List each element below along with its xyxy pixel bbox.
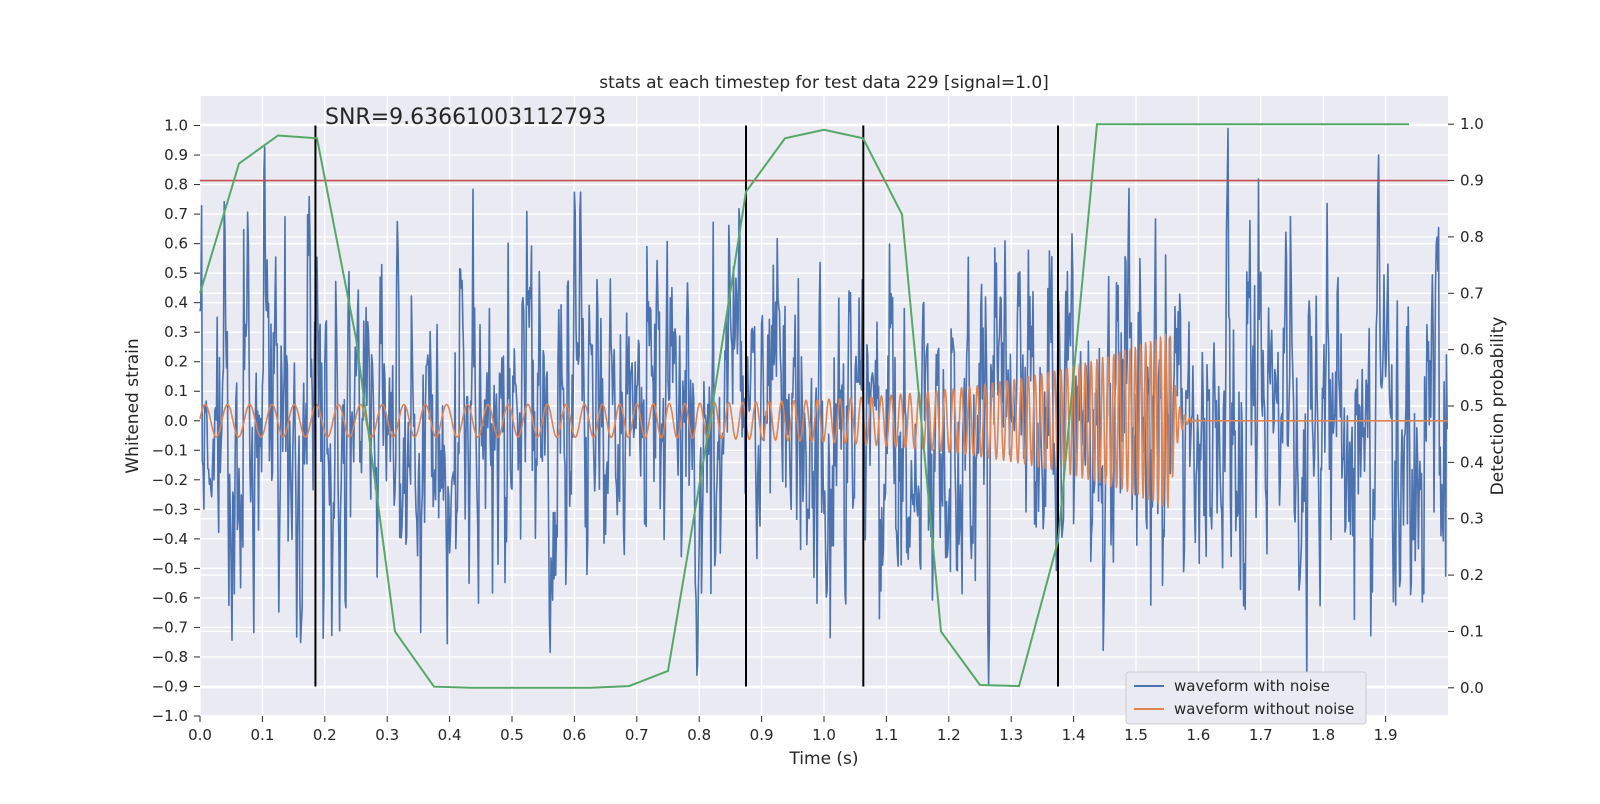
y2-tick-labels: 0.0 0.1 0.2 0.3 0.4 0.5 0.6 0.7 0.8 0.9 1.0 [1448,115,1484,697]
y-tick-label: −0.2 [152,471,188,489]
y2-tick-label: 0.6 [1460,341,1484,359]
y-tick-label: 0.5 [164,264,188,282]
y-tick-label: 0.2 [164,353,188,371]
y2-tick-label: 1.0 [1460,115,1484,133]
x-tick-label: 1.1 [874,726,898,744]
x-tick-label: 0.9 [750,726,774,744]
y-tick-label: 0.4 [164,294,188,312]
y2-tick-label: 0.5 [1460,397,1484,415]
y-tick-label: −0.3 [152,500,188,518]
x-tick-label: 0.2 [313,726,337,744]
series-layer [199,127,1448,686]
y-tick-label: −0.1 [152,441,188,459]
y-tick-label: 0.1 [164,382,188,400]
x-tick-label: 1.4 [1062,726,1086,744]
x-tick-label: 0.0 [188,726,212,744]
y-tick-label: 0.3 [164,323,188,341]
legend-label-waveform-without-noise: waveform without noise [1174,700,1354,718]
x-tick-label: 1.6 [1186,726,1210,744]
y-axis-title: Whitened strain [123,338,143,473]
vertical-markers [314,125,1059,687]
x-tick-label: 1.2 [937,726,961,744]
x-tick-label: 1.3 [999,726,1023,744]
legend-label-waveform-with-noise: waveform with noise [1174,677,1330,695]
x-tick-label: 1.9 [1374,726,1398,744]
y-tick-label: 0.6 [164,235,188,253]
y-tick-label: 0.0 [164,412,188,430]
y-tick-label: −0.6 [152,589,188,607]
x-tick-label: 0.8 [687,726,711,744]
legend-box [1125,671,1367,725]
y2-tick-label: 0.3 [1460,510,1484,528]
x-tick-label: 0.5 [500,726,524,744]
series-line-detection-probability [199,123,1409,689]
x-tick-labels: 0.0 0.1 0.2 0.3 0.4 0.5 0.6 0.7 0.8 0.9 1.0 1.1 1.2 1… [188,716,1398,744]
x-tick-label: 0.6 [562,726,586,744]
y2-tick-label: 0.2 [1460,566,1484,584]
x-tick-label: 1.7 [1249,726,1273,744]
y-tick-label: 0.9 [164,146,188,164]
x-tick-label: 0.3 [375,726,399,744]
y-tick-label: −0.7 [152,618,188,636]
y2-tick-label: 0.1 [1460,622,1484,640]
y-tick-label: −0.8 [152,648,188,666]
y2-tick-label: 0.9 [1460,172,1484,190]
y-tick-label: 0.7 [164,205,188,223]
y-tick-label: 0.8 [164,176,188,194]
x-tick-label: 1.8 [1311,726,1335,744]
y-tick-label: 1.0 [164,117,188,135]
y2-tick-label: 0.0 [1460,679,1484,697]
x-tick-label: 0.1 [250,726,274,744]
series-line-waveform-with-noise [199,127,1448,686]
y-tick-labels: −1.0 −0.9 −0.8 −0.7 −0.6 −0.5 −0.4 −0.3 −0.2 −0.1… [152,117,200,725]
x-tick-label: 1.5 [1124,726,1148,744]
chart-title: stats at each timestep for test data 229… [599,73,1049,93]
x-tick-label: 0.7 [625,726,649,744]
y-tick-label: −0.5 [152,559,188,577]
grid-lines [199,96,1448,717]
y2-tick-label: 0.8 [1460,228,1484,246]
snr-annotation: SNR=9.63661003112793 [325,105,606,130]
y2-axis-title: Detection probability [1488,317,1508,496]
x-axis-title: Time (s) [788,749,858,769]
y2-tick-label: 0.7 [1460,284,1484,302]
y-tick-label: −0.4 [152,530,188,548]
y2-tick-label: 0.4 [1460,453,1484,471]
x-tick-label: 0.4 [438,726,462,744]
x-tick-label: 1.0 [812,726,836,744]
y-tick-label: −0.9 [152,677,188,695]
legend: waveform with noise waveform without noi… [1125,671,1367,725]
y-tick-label: −1.0 [152,707,188,725]
series-line-waveform-without-noise [199,333,1448,509]
